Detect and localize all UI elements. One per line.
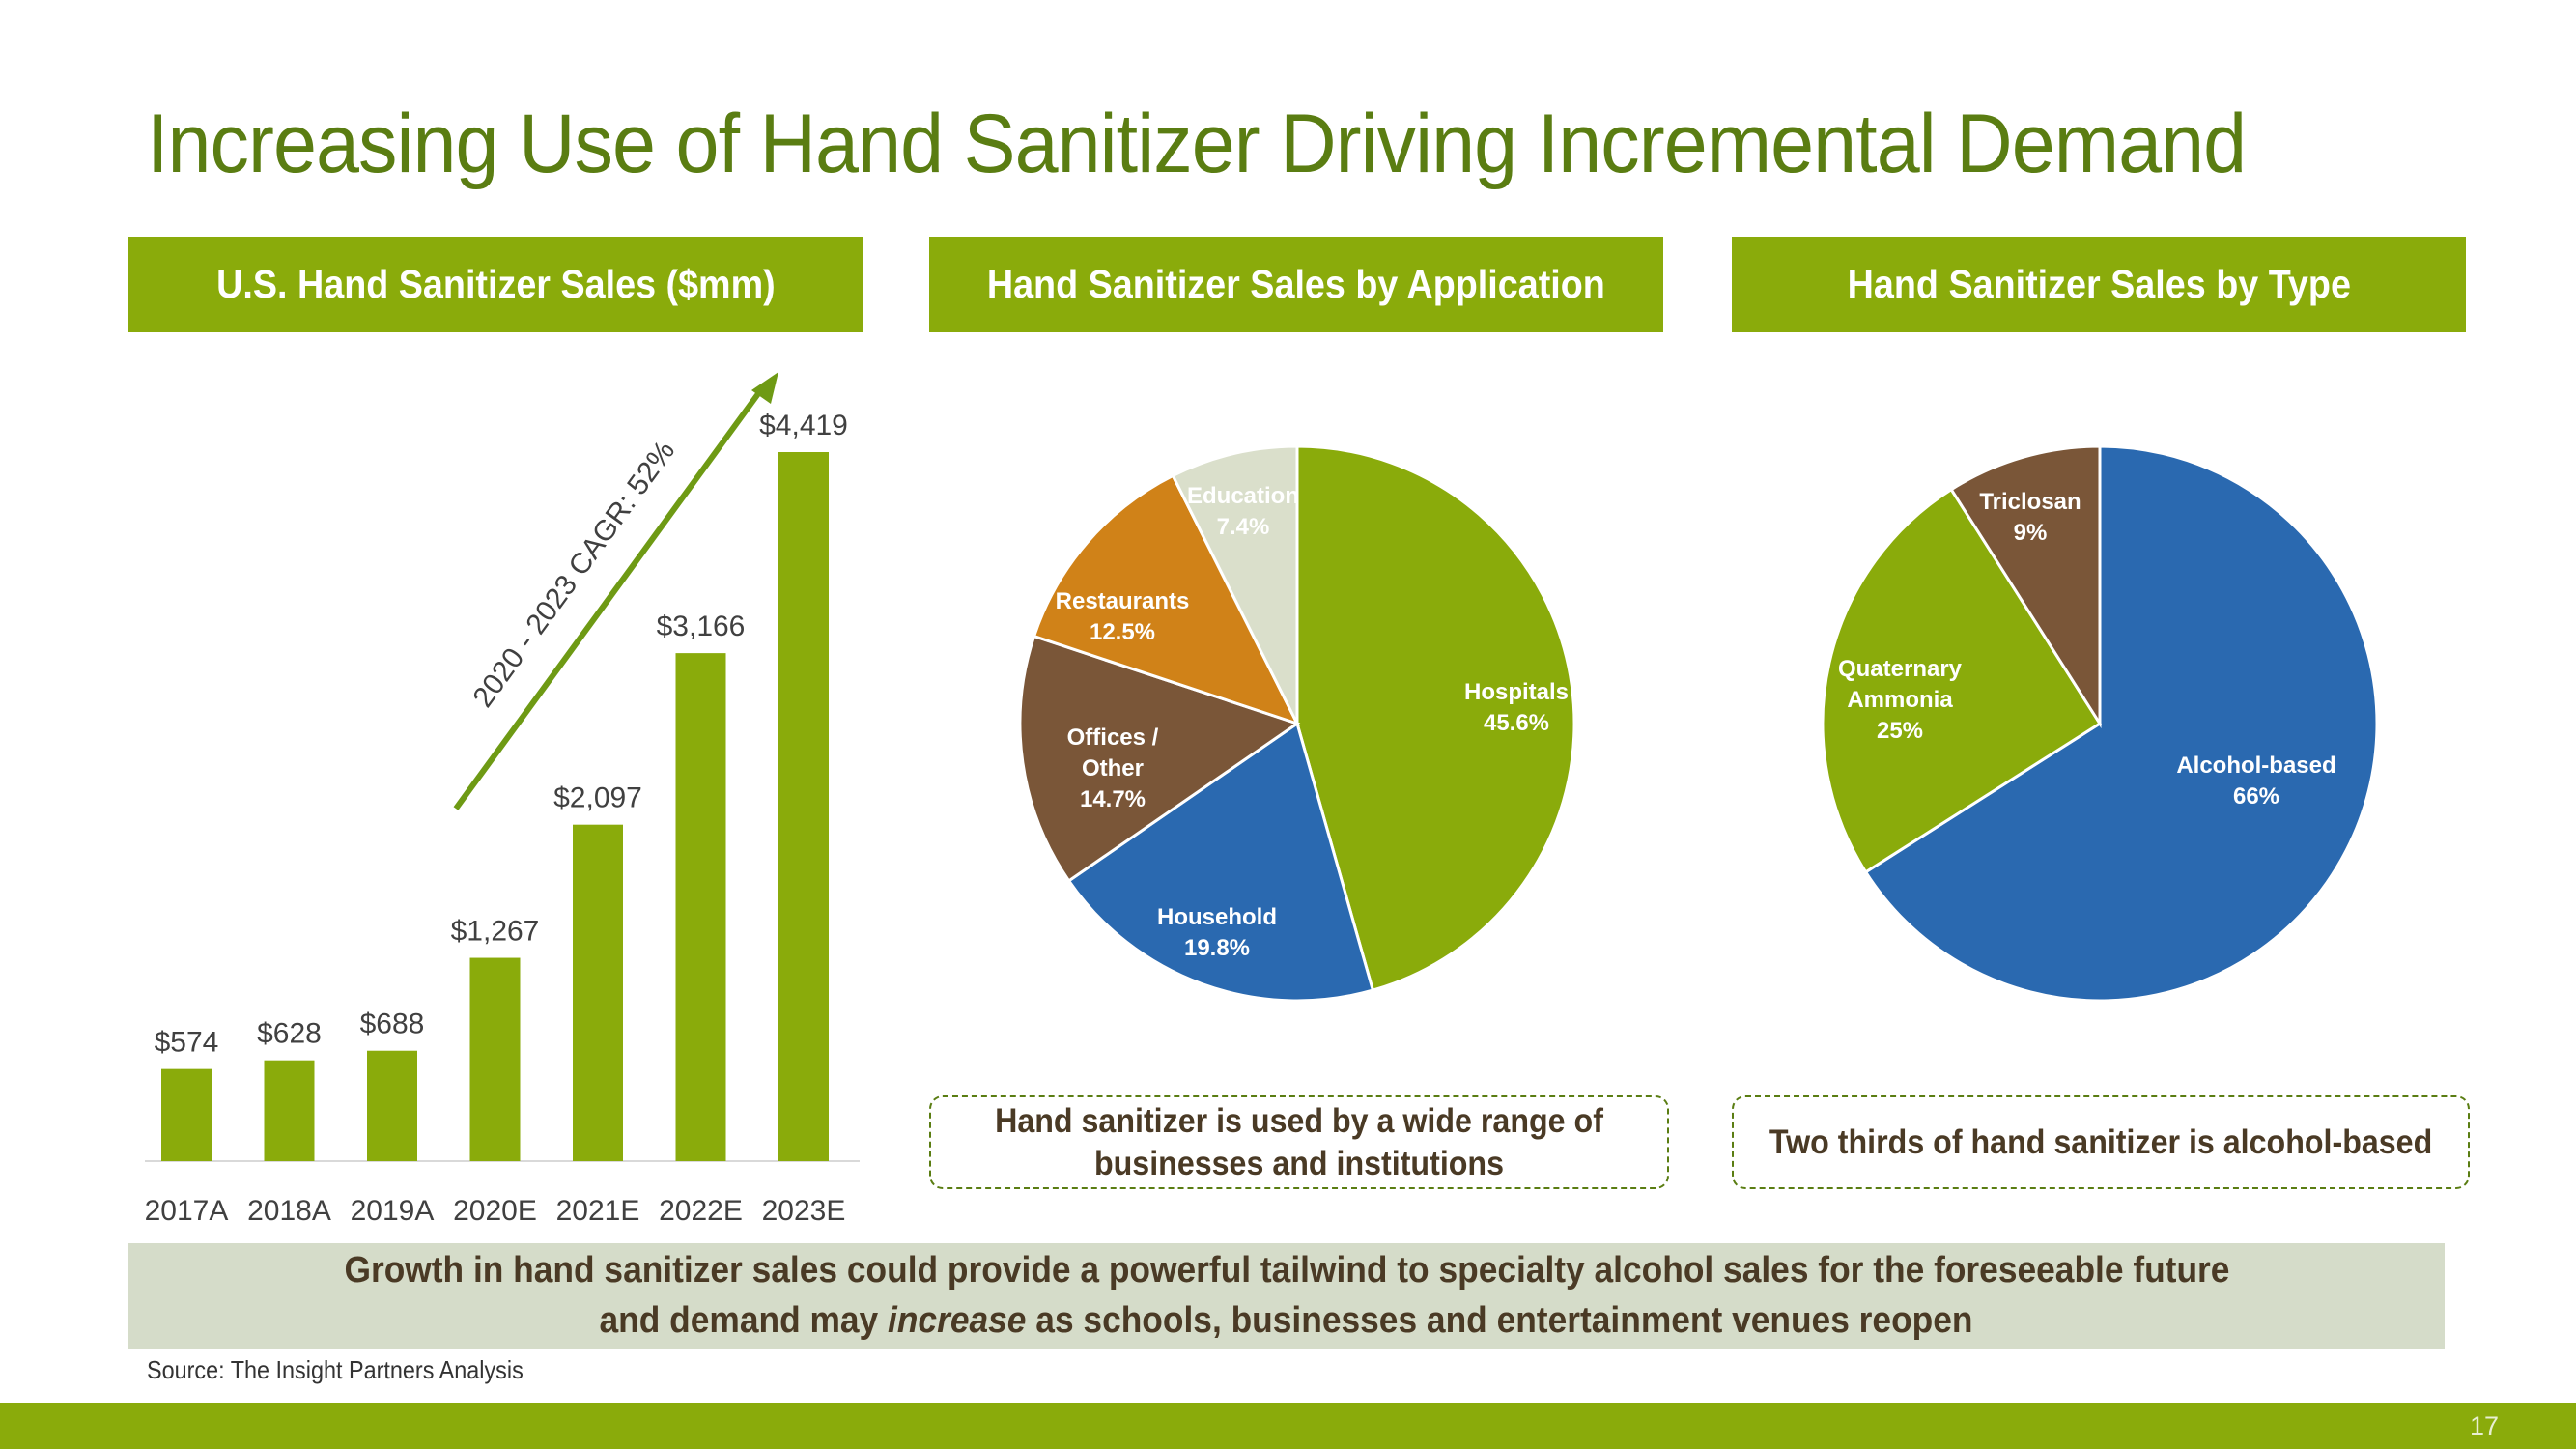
bar-category-label: 2020E <box>453 1195 537 1227</box>
type-callout: Two thirds of hand sanitizer is alcohol-… <box>1732 1095 2470 1189</box>
application-value-household: 19.8% <box>1184 935 1250 961</box>
cagr-arrow-head <box>751 372 778 404</box>
application-value-hospitals: 45.6% <box>1484 710 1549 736</box>
application-slice-restaurants <box>1032 473 1300 726</box>
source-note: Source: The Insight Partners Analysis <box>147 1355 524 1384</box>
charts-canvas: $574 2017A $628 2018A $688 2019A $1,267 2020E $2… <box>145 372 2379 1227</box>
application-label-education: Education <box>1187 483 1299 509</box>
type-label-quaternary-ammonia: Quaternary <box>1838 656 1963 682</box>
application-slice-hospitals <box>1295 444 1576 992</box>
bar-category-label: 2017A <box>145 1195 229 1227</box>
application-slice-household <box>1066 721 1375 1003</box>
application-label-restaurants: Restaurants <box>1056 588 1190 614</box>
bar-category-label: 2023E <box>762 1195 846 1227</box>
page-title: Increasing Use of Hand Sanitizer Driving… <box>147 98 2247 190</box>
application-callout: Hand sanitizer is used by a wide range o… <box>929 1095 1669 1189</box>
type-callout-text: Two thirds of hand sanitizer is alcohol-… <box>1769 1122 2433 1161</box>
bar-value-label: $628 <box>257 1018 322 1050</box>
type-value-alcohol-based: 66% <box>2233 783 2279 810</box>
sales-panel-header: U.S. Hand Sanitizer Sales ($mm) <box>128 237 863 332</box>
application-label-offices-other: Offices / <box>1067 724 1159 751</box>
type-label-quaternary-ammonia: Ammonia <box>1847 687 1953 713</box>
type-panel-header-text: Hand Sanitizer Sales by Type <box>1847 262 2351 306</box>
summary-line-1: Growth in hand sanitizer sales could pro… <box>344 1250 2229 1292</box>
bar-2023e <box>778 452 829 1161</box>
type-slice-quaternary-ammonia <box>1821 487 2103 874</box>
type-value-triclosan: 9% <box>2014 520 2048 546</box>
bar-value-label: $688 <box>360 1009 425 1040</box>
bar-category-label: 2021E <box>556 1195 640 1227</box>
application-panel-header-text: Hand Sanitizer Sales by Application <box>986 262 1605 306</box>
bar-value-label: $1,267 <box>451 916 540 948</box>
summary-line-2-end: as schools, businesses and entertainment… <box>1026 1299 1973 1341</box>
cagr-annotation: 2020 - 2023 CAGR: 52% <box>467 435 681 713</box>
application-value-education: 7.4% <box>1217 514 1270 540</box>
bar-2019a <box>367 1050 417 1161</box>
bar-value-label: $2,097 <box>553 782 642 814</box>
page-number: 17 <box>2469 1411 2499 1440</box>
application-callout-text: Hand sanitizer is used by a wide range o… <box>995 1101 1603 1182</box>
type-label-alcohol-based: Alcohol-based <box>2176 753 2335 779</box>
application-value-restaurants: 12.5% <box>1090 619 1155 645</box>
bar-category-label: 2019A <box>351 1195 435 1227</box>
bar-2018a <box>264 1060 315 1161</box>
application-label-offices-other: Other <box>1082 755 1144 781</box>
type-value-quaternary-ammonia: 25% <box>1877 718 1923 744</box>
bar-value-label: $574 <box>155 1027 219 1059</box>
bar-value-label: $4,419 <box>759 410 848 441</box>
footer-bar <box>0 1403 2576 1449</box>
application-label-household: Household <box>1157 904 1277 930</box>
bar-value-label: $3,166 <box>657 611 746 642</box>
bar-2020e <box>469 957 521 1161</box>
type-label-triclosan: Triclosan <box>1979 489 2081 515</box>
bar-category-label: 2018A <box>247 1195 331 1227</box>
application-slice-education <box>1171 444 1299 724</box>
bar-2021e <box>573 824 623 1161</box>
application-panel-header: Hand Sanitizer Sales by Application <box>929 237 1663 332</box>
summary-box: Growth in hand sanitizer sales could pro… <box>128 1243 2445 1349</box>
summary-emphasis: increase <box>888 1299 1027 1341</box>
type-panel-header: Hand Sanitizer Sales by Type <box>1732 237 2466 332</box>
cagr-arrow-line <box>453 383 768 810</box>
application-value-offices-other: 14.7% <box>1080 786 1146 812</box>
type-slice-triclosan <box>1949 444 2102 729</box>
bar-2022e <box>675 653 726 1161</box>
application-label-hospitals: Hospitals <box>1464 679 1569 705</box>
application-slice-offices-other <box>1018 634 1301 883</box>
summary-line-2-start: and demand may <box>599 1299 889 1341</box>
bar-2017a <box>161 1068 212 1161</box>
summary-line-2: and demand may increase as schools, busi… <box>600 1296 1973 1346</box>
bar-category-label: 2022E <box>659 1195 743 1227</box>
type-slice-alcohol-based <box>1863 444 2379 1003</box>
sales-panel-header-text: U.S. Hand Sanitizer Sales ($mm) <box>215 262 776 306</box>
